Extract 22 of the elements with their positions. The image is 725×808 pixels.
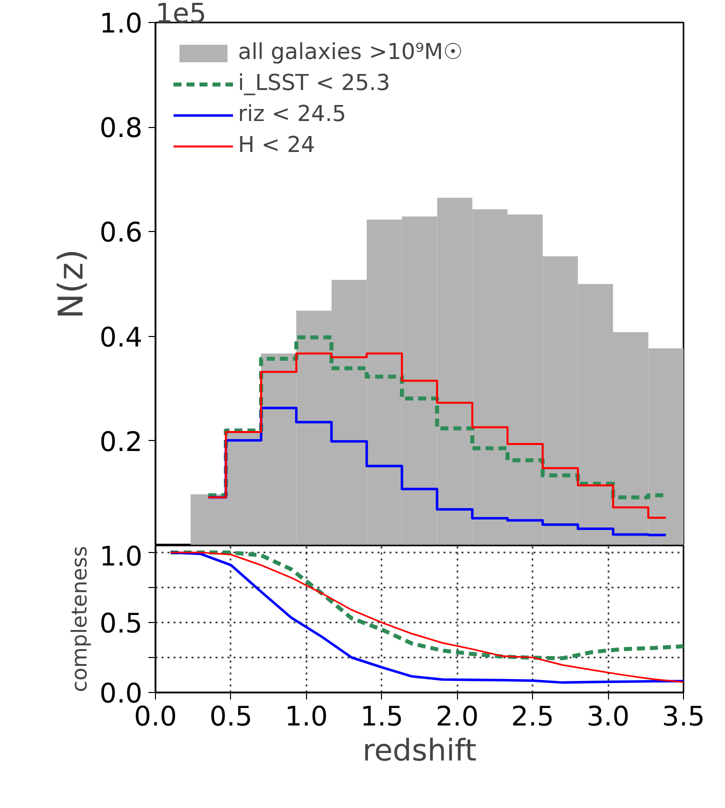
- legend-label: H < 24: [238, 133, 315, 158]
- x-axis-title: redshift: [362, 734, 477, 768]
- x-tick-label: 3.5: [662, 702, 705, 732]
- legend-label: i_LSST < 25.3: [238, 71, 390, 96]
- y-tick-label: 1.0: [100, 542, 143, 572]
- x-tick-label: 2.5: [511, 702, 554, 732]
- x-tick-label: 3.0: [586, 702, 630, 732]
- legend-label: all galaxies >10⁹M☉: [238, 40, 463, 65]
- y-tick-label: 1.0: [100, 8, 143, 40]
- y-tick-label: 0.5: [100, 608, 143, 640]
- y-tick-label: 0.2: [100, 426, 143, 458]
- y-tick-label: 0.8: [100, 113, 143, 144]
- y-axis-title: N(z): [52, 249, 92, 319]
- legend-label: riz < 24.5: [238, 102, 346, 127]
- y-tick-label: 0.4: [100, 322, 143, 354]
- x-tick-label: 0.5: [209, 702, 252, 732]
- x-tick-label: 2.0: [436, 702, 479, 732]
- x-tick-label: 1.0: [284, 702, 328, 732]
- annotation: 1e5: [156, 0, 206, 30]
- y-tick-label: 0.6: [100, 218, 143, 249]
- x-tick-label: 1.5: [360, 702, 404, 732]
- y-axis-title: completeness: [68, 546, 92, 692]
